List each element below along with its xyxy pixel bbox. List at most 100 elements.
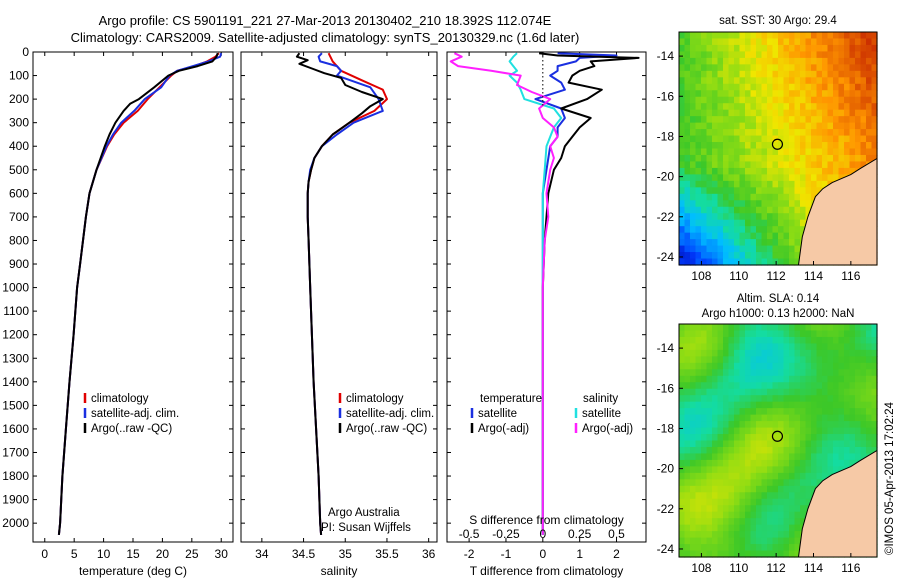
map-cell bbox=[800, 116, 807, 124]
map-cell bbox=[717, 142, 724, 150]
map-cell bbox=[684, 135, 691, 143]
map-cell bbox=[816, 51, 823, 59]
map-cell bbox=[701, 524, 708, 532]
map-cell bbox=[794, 252, 801, 260]
map-cell bbox=[822, 180, 829, 188]
map-cell bbox=[739, 135, 746, 143]
map-cell bbox=[712, 414, 719, 422]
map-cell bbox=[717, 57, 724, 65]
map-cell bbox=[701, 239, 708, 247]
map-cell bbox=[833, 466, 840, 474]
map-cell bbox=[684, 226, 691, 234]
map-cell bbox=[723, 414, 730, 422]
map-cell bbox=[789, 252, 796, 260]
map-cell bbox=[712, 382, 719, 390]
map-cell bbox=[728, 453, 735, 461]
map-cell bbox=[866, 382, 873, 390]
map-cell bbox=[783, 135, 790, 143]
map-cell bbox=[712, 537, 719, 545]
map-cell bbox=[827, 446, 834, 455]
map-cell bbox=[750, 518, 757, 526]
map-cell bbox=[712, 90, 719, 98]
map-cell bbox=[739, 103, 746, 111]
map-cell bbox=[756, 479, 763, 487]
map-cell bbox=[860, 122, 867, 130]
map-cell bbox=[684, 336, 691, 345]
map-cell bbox=[783, 174, 790, 182]
map-cell bbox=[789, 531, 796, 539]
map-cell bbox=[723, 142, 730, 150]
map-cell bbox=[794, 96, 801, 104]
map-cell bbox=[772, 148, 779, 156]
map-cell bbox=[745, 498, 752, 506]
map-cell bbox=[789, 103, 796, 111]
map-cell bbox=[739, 51, 746, 59]
map-cell bbox=[822, 408, 829, 416]
map-cell bbox=[827, 154, 834, 163]
map-cell bbox=[756, 511, 763, 519]
map-cell bbox=[761, 511, 768, 519]
map-cell bbox=[772, 103, 779, 111]
map-cell bbox=[838, 466, 845, 474]
map-cell bbox=[805, 96, 812, 104]
map-cell bbox=[701, 459, 708, 467]
map-cell bbox=[789, 219, 796, 227]
map-cell bbox=[723, 193, 730, 201]
map-cell bbox=[679, 472, 686, 480]
map-cell bbox=[800, 77, 807, 85]
map-cell bbox=[745, 505, 752, 513]
map-cell bbox=[871, 154, 878, 163]
map-cell bbox=[723, 90, 730, 98]
map-cell bbox=[734, 135, 741, 143]
map-cell bbox=[844, 129, 851, 137]
map-cell bbox=[822, 388, 829, 396]
map-cell bbox=[778, 343, 785, 351]
map-cell bbox=[816, 57, 823, 65]
map-cell bbox=[805, 336, 812, 345]
map-cell bbox=[805, 161, 812, 169]
map-cell bbox=[684, 44, 691, 53]
map-cell bbox=[827, 336, 834, 345]
map-cell bbox=[871, 32, 878, 40]
map-cell bbox=[701, 135, 708, 143]
map-cell bbox=[844, 408, 851, 416]
map-cell bbox=[695, 180, 702, 188]
map-cell bbox=[811, 96, 818, 104]
map-cell bbox=[679, 161, 686, 169]
map-cell bbox=[695, 142, 702, 150]
map-cell bbox=[816, 434, 823, 442]
map-cell bbox=[745, 135, 752, 143]
map-cell bbox=[701, 148, 708, 156]
map-cell bbox=[690, 51, 697, 59]
y-tick-label: 1200 bbox=[2, 328, 29, 342]
map-cell bbox=[778, 440, 785, 448]
map-cell bbox=[690, 109, 697, 117]
map-cell bbox=[745, 434, 752, 442]
map-cell bbox=[761, 122, 768, 130]
map-cell bbox=[805, 57, 812, 65]
map-cell bbox=[684, 511, 691, 519]
map-cell bbox=[679, 362, 686, 370]
map-cell bbox=[789, 57, 796, 65]
map-cell bbox=[811, 161, 818, 169]
map-cell bbox=[805, 453, 812, 461]
map-cell bbox=[728, 193, 735, 201]
map-cell bbox=[739, 356, 746, 364]
map-cell bbox=[800, 226, 807, 234]
map-cell bbox=[701, 388, 708, 396]
map-cell bbox=[690, 330, 697, 338]
map-cell bbox=[778, 180, 785, 188]
x2-tick-label: 0 bbox=[539, 527, 546, 541]
map-cell bbox=[783, 64, 790, 72]
map-cell bbox=[739, 479, 746, 487]
map-cell bbox=[816, 349, 823, 357]
map-cell bbox=[761, 96, 768, 104]
map-cell bbox=[701, 479, 708, 487]
map-cell bbox=[772, 375, 779, 383]
map-cell bbox=[756, 466, 763, 474]
map-cell bbox=[690, 193, 697, 201]
map-cell bbox=[695, 206, 702, 214]
map-cell bbox=[838, 167, 845, 175]
map-cell bbox=[833, 395, 840, 403]
map-cell bbox=[723, 258, 730, 266]
